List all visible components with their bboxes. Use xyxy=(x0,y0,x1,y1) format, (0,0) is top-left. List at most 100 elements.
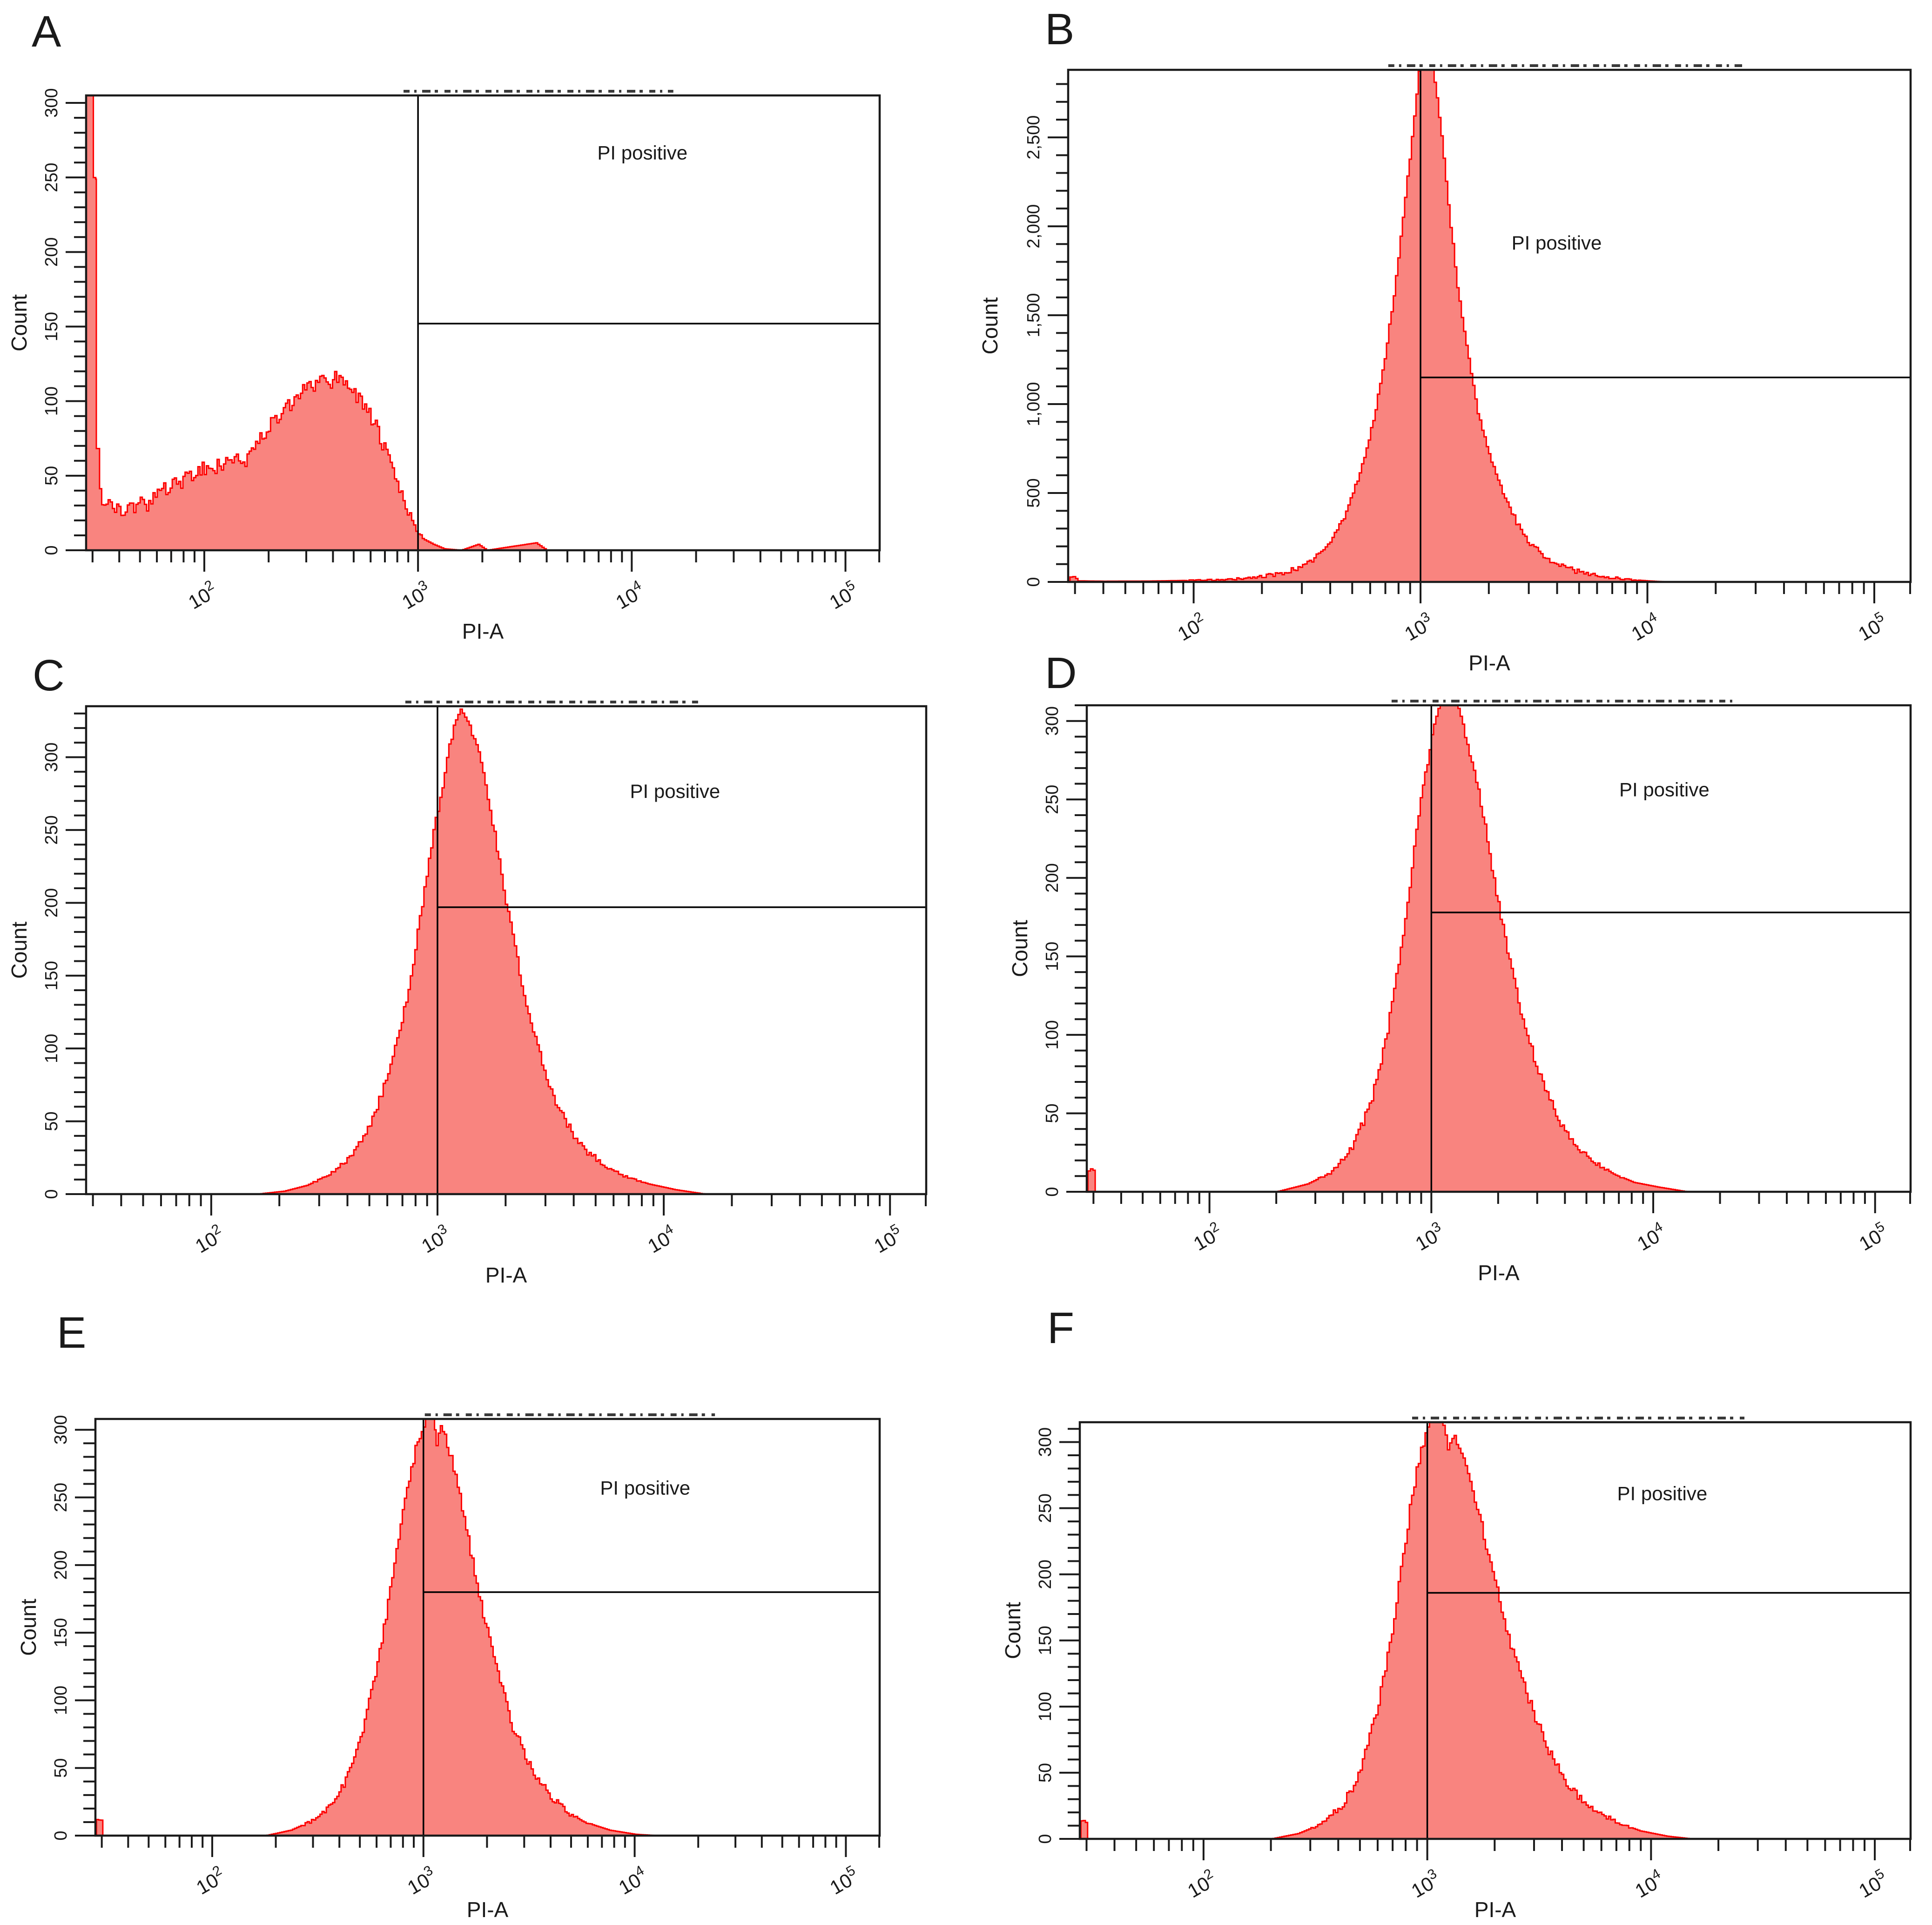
x-axis-title: PI-A xyxy=(485,1263,527,1287)
y-tick-label: 150 xyxy=(1043,942,1062,971)
x-tick-label: 103 xyxy=(402,1863,440,1899)
x-axis-title: PI-A xyxy=(1478,1261,1520,1285)
gate-label: PI positive xyxy=(597,142,687,164)
y-tick-label: 250 xyxy=(1043,785,1062,814)
y-tick-label: 50 xyxy=(42,466,61,486)
histogram-curve xyxy=(1069,70,1666,581)
y-tick-label: 0 xyxy=(1036,1834,1055,1844)
y-tick-label: 1,500 xyxy=(1024,293,1043,338)
x-tick-label: 102 xyxy=(183,577,221,614)
x-tick-label: 105 xyxy=(825,1863,862,1899)
x-tick-label: 103 xyxy=(1410,1219,1448,1255)
x-tick-label: 105 xyxy=(869,1221,907,1257)
x-tick-label: 104 xyxy=(1630,1866,1668,1902)
panel-letter: A xyxy=(32,7,61,56)
panel-B: 0 500 1,000 1,500 2,000 2,500 102 103 104 105 PI-A… xyxy=(978,5,1912,675)
panel-D: 0 50 100 150 200 250 300 102 103 104 105 PI-A Count P… xyxy=(1008,648,1912,1285)
histogram-curve xyxy=(1080,1423,1692,1838)
y-tick-label: 300 xyxy=(51,1415,71,1445)
x-axis-title: PI-A xyxy=(467,1898,509,1922)
panel-letter: C xyxy=(33,651,65,700)
histogram-curve xyxy=(96,1419,657,1835)
x-tick-label: 103 xyxy=(397,577,435,614)
histogram-curve xyxy=(1087,706,1687,1191)
gate-label: PI positive xyxy=(1619,779,1710,801)
x-tick-label: 103 xyxy=(417,1221,454,1257)
x-tick-label: 105 xyxy=(1853,609,1891,645)
x-tick-label: 105 xyxy=(1854,1866,1892,1902)
y-tick-label: 0 xyxy=(51,1830,71,1840)
y-tick-label: 250 xyxy=(51,1483,71,1512)
x-tick-label: 102 xyxy=(190,1221,228,1257)
panel-letter: E xyxy=(57,1308,86,1358)
y-tick-label: 100 xyxy=(42,386,61,416)
gate-label: PI positive xyxy=(600,1477,690,1499)
y-tick-label: 250 xyxy=(42,162,61,192)
y-tick-label: 150 xyxy=(51,1618,71,1647)
y-tick-label: 300 xyxy=(1036,1427,1055,1457)
y-tick-label: 200 xyxy=(1036,1560,1055,1589)
x-tick-label: 105 xyxy=(1854,1219,1892,1255)
y-axis-title: Count xyxy=(7,294,31,351)
y-tick-label: 150 xyxy=(1036,1626,1055,1655)
panel-letter: F xyxy=(1047,1304,1074,1353)
x-axis-title: PI-A xyxy=(1468,651,1510,675)
y-tick-label: 0 xyxy=(1024,577,1043,587)
histogram-curve xyxy=(87,96,878,550)
y-tick-label: 100 xyxy=(51,1686,71,1715)
y-tick-label: 50 xyxy=(1043,1103,1062,1123)
y-tick-label: 250 xyxy=(1036,1493,1055,1523)
x-tick-label: 103 xyxy=(1406,1866,1444,1902)
y-tick-label: 200 xyxy=(42,888,61,918)
y-tick-label: 150 xyxy=(42,312,61,341)
x-tick-label: 102 xyxy=(1182,1866,1220,1902)
x-tick-label: 104 xyxy=(1626,609,1664,645)
panel-A: 0 50 100 150 200 250 300 102 103 104 105 PI-A Count P… xyxy=(7,7,881,643)
x-tick-label: 104 xyxy=(611,577,648,614)
x-tick-label: 102 xyxy=(1172,609,1210,645)
y-tick-label: 2,500 xyxy=(1024,115,1043,160)
y-tick-label: 2,000 xyxy=(1024,204,1043,249)
gate-label: PI positive xyxy=(1512,232,1602,254)
x-tick-label: 105 xyxy=(824,577,862,614)
panel-F: 0 50 100 150 200 250 300 102 103 104 105 PI-A Count P… xyxy=(1001,1304,1912,1922)
y-tick-label: 200 xyxy=(1043,863,1062,892)
y-axis-title: Count xyxy=(1008,920,1032,977)
y-tick-label: 50 xyxy=(1036,1763,1055,1783)
y-tick-label: 300 xyxy=(1043,706,1062,736)
panel-letter: B xyxy=(1045,5,1074,54)
y-axis-title: Count xyxy=(7,921,31,979)
y-tick-label: 250 xyxy=(42,815,61,844)
y-tick-label: 500 xyxy=(1024,478,1043,507)
y-tick-label: 0 xyxy=(42,545,61,555)
x-tick-label: 102 xyxy=(1188,1219,1226,1255)
gate-label: PI positive xyxy=(1617,1483,1707,1505)
x-tick-label: 102 xyxy=(191,1863,229,1899)
y-tick-label: 150 xyxy=(42,961,61,990)
gate-label: PI positive xyxy=(630,780,720,802)
x-axis-title: PI-A xyxy=(462,619,504,643)
panel-C: 0 50 100 150 200 250 300 102 103 104 105 PI-A Count P… xyxy=(7,651,928,1287)
y-axis-title: Count xyxy=(16,1599,40,1656)
histogram-curve xyxy=(256,708,706,1194)
y-tick-label: 1,000 xyxy=(1024,382,1043,426)
y-axis-title: Count xyxy=(1001,1602,1025,1659)
x-tick-label: 103 xyxy=(1400,609,1437,645)
y-axis-title: Count xyxy=(978,297,1002,354)
y-tick-label: 200 xyxy=(51,1550,71,1580)
y-tick-label: 0 xyxy=(42,1189,61,1199)
x-axis-title: PI-A xyxy=(1474,1898,1516,1922)
y-tick-label: 50 xyxy=(42,1111,61,1131)
y-tick-label: 0 xyxy=(1043,1187,1062,1196)
y-tick-label: 300 xyxy=(42,743,61,772)
x-tick-label: 104 xyxy=(643,1221,680,1257)
y-tick-label: 300 xyxy=(42,88,61,117)
y-tick-label: 200 xyxy=(42,237,61,267)
y-tick-label: 100 xyxy=(1036,1692,1055,1721)
x-tick-label: 104 xyxy=(1632,1219,1670,1255)
y-tick-label: 50 xyxy=(51,1758,71,1778)
y-tick-label: 100 xyxy=(42,1033,61,1063)
panel-letter: D xyxy=(1045,648,1077,698)
